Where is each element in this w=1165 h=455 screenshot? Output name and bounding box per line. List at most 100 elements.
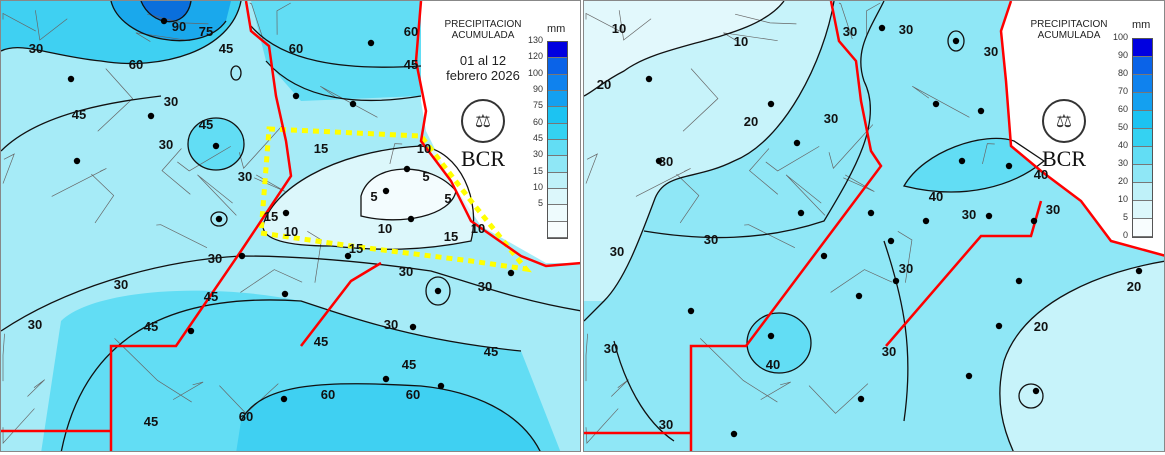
station-dot: [409, 323, 417, 331]
station-dot: [349, 100, 357, 108]
scale-swatch: [548, 42, 567, 59]
station-dot: [187, 327, 195, 335]
department-boundary: [97, 68, 134, 132]
station-dot: [147, 112, 155, 120]
scale-tick-label: 45: [532, 133, 543, 143]
department-boundary: [2, 408, 35, 445]
station-dot: [382, 187, 390, 195]
department-boundary: [611, 379, 629, 397]
station-dot: [922, 217, 930, 225]
department-boundary: [172, 381, 204, 400]
isohyet-label: 60: [321, 387, 335, 402]
legend-title-line1: PRECIPITACION: [444, 19, 522, 30]
isohyet-label: 60: [406, 387, 420, 402]
isohyet-label: 60: [129, 57, 143, 72]
isohyet-label: 60: [404, 24, 418, 39]
isohyet-label: 20: [1034, 319, 1048, 334]
isohyets: [1, 1, 580, 451]
scale-swatch: [548, 221, 567, 238]
color-scale: [547, 41, 568, 239]
scale-tick-label: 75: [532, 100, 543, 111]
isohyet-label: 20: [1127, 279, 1141, 294]
isohyet-label: 30: [984, 44, 998, 59]
station-dot: [160, 17, 168, 25]
isohyet-label: 10: [284, 224, 298, 239]
station-dot: [67, 75, 75, 83]
station-dot: [282, 209, 290, 217]
scale-swatch: [548, 156, 567, 173]
department-boundary: [912, 85, 970, 118]
station-dot: [730, 430, 738, 438]
isohyet-label: 30: [399, 264, 413, 279]
department-boundary: [830, 269, 893, 293]
department-boundary: [618, 10, 652, 41]
right-map-canvas: 10 10 30 30 30 20 20 30 30 40 40 30 30 30 30 30 30 20 20 40…: [584, 1, 1164, 451]
date-line1: 01 al 12: [459, 53, 507, 68]
station-dot: [767, 332, 775, 340]
zone-45-60: [1, 1, 421, 101]
scale-ticks: 130 120 100 90 75 60 45 30 15 10 5: [519, 35, 543, 237]
isohyet-label: 30: [29, 41, 43, 56]
isohyet-label: 30: [882, 344, 896, 359]
scale-swatch: [1133, 183, 1152, 201]
legend-title-line2: ACUMULADA: [451, 30, 515, 41]
isohyet-label: 20: [744, 114, 758, 129]
isohyet-label: 30: [704, 232, 718, 247]
station-dot: [645, 75, 653, 83]
isohyet-label: 20: [597, 77, 611, 92]
isohyet-label: 30: [478, 279, 492, 294]
isohyet-label: 40: [929, 189, 943, 204]
station-dot: [857, 395, 865, 403]
isohyet-label: 75: [199, 24, 213, 39]
isohyet-label: 60: [289, 41, 303, 56]
isohyet-label: 10: [734, 34, 748, 49]
zone-10-20: [584, 1, 784, 96]
station-dot: [655, 157, 663, 165]
scale-tick-label: 60: [1117, 104, 1128, 114]
station-dot: [767, 100, 775, 108]
zone-40-local-ne: [904, 138, 1044, 192]
province-borders: [1, 1, 580, 451]
department-boundary: [2, 153, 15, 184]
bcr-seal-logo: ⚖: [1042, 99, 1086, 143]
scale-tick-label: 40: [1117, 140, 1128, 150]
isohyet-label: 45: [204, 289, 218, 304]
bcr-logo: BCR: [1042, 146, 1087, 171]
scale-tick-label: 0: [1122, 230, 1128, 240]
isohyet-label: 45: [314, 334, 328, 349]
scale-tick-label: 70: [1117, 86, 1128, 96]
station-dot: [958, 157, 966, 165]
isohyet-label: 30: [659, 417, 673, 432]
department-boundary: [723, 32, 778, 42]
station-dot: [403, 165, 411, 173]
station-dot: [932, 100, 940, 108]
station-dot: [434, 287, 442, 295]
legend-title: PRECIPITACION ACUMULADA: [1024, 19, 1114, 41]
department-boundary: [866, 2, 881, 35]
station-dot: [344, 252, 352, 260]
department-boundary: [897, 231, 913, 283]
department-boundary: [843, 174, 875, 192]
department-boundary: [982, 143, 995, 164]
department-boundary: [744, 224, 796, 249]
scale-swatch: [1133, 147, 1152, 165]
department-boundary: [156, 224, 208, 249]
isohyet-label: 45: [144, 319, 158, 334]
isohyet-label: 30: [899, 22, 913, 37]
station-dot: [238, 252, 246, 260]
station-dot: [892, 277, 900, 285]
right-precipitation-map: 10 10 30 30 30 20 20 30 30 40 40 30 30 30 30 30 30 20 20 40…: [583, 0, 1165, 452]
station-dot: [687, 307, 695, 315]
department-boundary: [147, 13, 209, 25]
department-boundary: [276, 2, 291, 35]
department-boundary: [828, 124, 874, 169]
scale-tick-label: 90: [1117, 50, 1128, 60]
isohyet-label: 30: [208, 251, 222, 266]
station-dot: [1032, 387, 1040, 395]
isohyet-label: 40: [766, 357, 780, 372]
isohyet-label: 5: [370, 189, 377, 204]
station-dots: [645, 24, 1143, 438]
station-dot: [215, 215, 223, 223]
scale-tick-label: 5: [1122, 212, 1128, 222]
